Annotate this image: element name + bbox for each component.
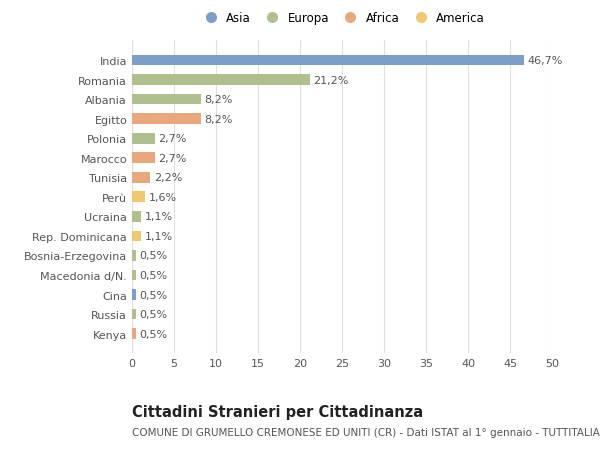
Text: 0,5%: 0,5% [140,290,167,300]
Text: 46,7%: 46,7% [527,56,563,66]
Bar [132,231,141,242]
Bar [132,95,201,105]
Legend: Asia, Europa, Africa, America: Asia, Europa, Africa, America [197,10,487,28]
Bar [132,75,310,86]
Text: 2,7%: 2,7% [158,153,187,163]
Text: 0,5%: 0,5% [140,329,167,339]
Text: 0,5%: 0,5% [140,270,167,280]
Text: 0,5%: 0,5% [140,251,167,261]
Bar [132,134,155,144]
Bar [132,114,201,125]
Text: 21,2%: 21,2% [313,75,349,85]
Text: 1,1%: 1,1% [145,212,173,222]
Text: 2,2%: 2,2% [154,173,182,183]
Text: 8,2%: 8,2% [204,95,233,105]
Text: 1,6%: 1,6% [149,192,177,202]
Bar [132,309,136,320]
Bar [132,329,136,339]
Text: 2,7%: 2,7% [158,134,187,144]
Text: 8,2%: 8,2% [204,114,233,124]
Text: 1,1%: 1,1% [145,231,173,241]
Text: 0,5%: 0,5% [140,309,167,319]
Bar [132,212,141,222]
Text: Cittadini Stranieri per Cittadinanza: Cittadini Stranieri per Cittadinanza [132,404,423,419]
Bar [132,270,136,281]
Bar [132,56,524,66]
Bar [132,251,136,261]
Bar [132,192,145,203]
Bar [132,290,136,300]
Text: COMUNE DI GRUMELLO CREMONESE ED UNITI (CR) - Dati ISTAT al 1° gennaio - TUTTITAL: COMUNE DI GRUMELLO CREMONESE ED UNITI (C… [132,427,600,437]
Bar [132,173,151,183]
Bar [132,153,155,164]
